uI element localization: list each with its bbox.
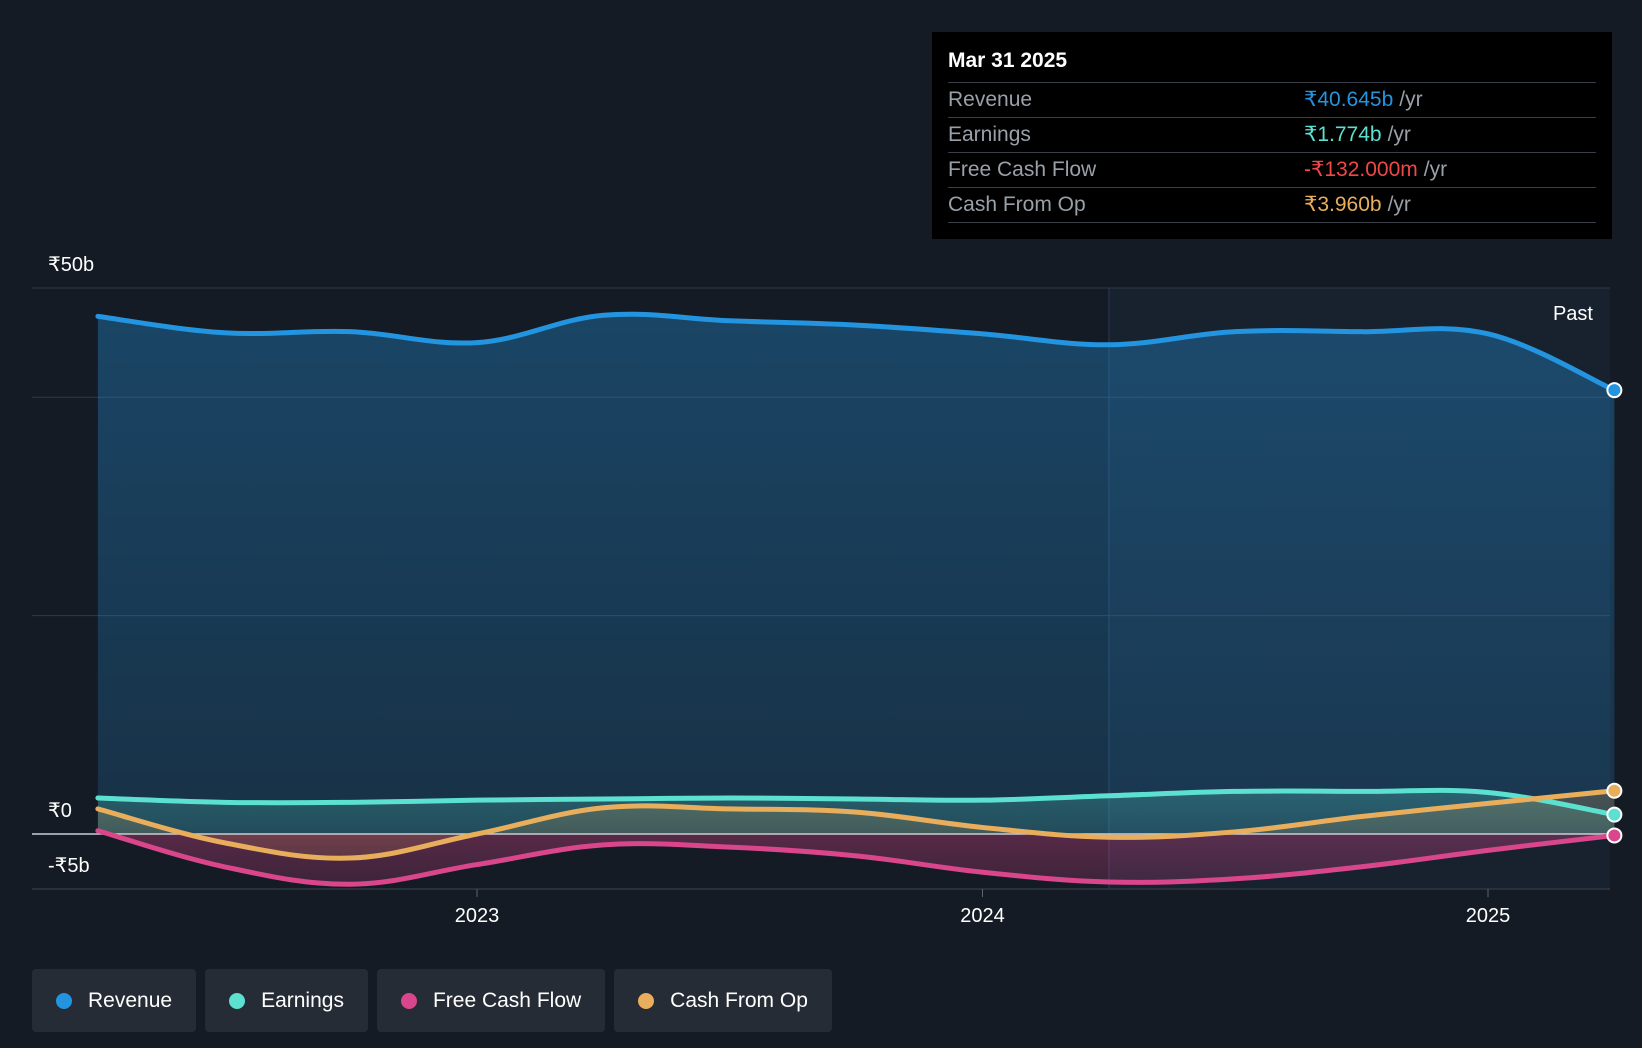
tooltip-label: Cash From Op [948,193,1086,216]
hover-tooltip: Mar 31 2025 Revenue ₹40.645b /yr Earning… [932,32,1612,239]
tooltip-label: Revenue [948,88,1033,111]
tooltip-unit: /yr [1423,158,1448,181]
legend-label: Cash From Op [670,988,808,1012]
x-tick-label: 2024 [960,905,1005,927]
legend-item-earnings[interactable]: Earnings [205,969,368,1032]
legend-dot-icon [229,992,246,1009]
legend-item-free-cash-flow[interactable]: Free Cash Flow [376,969,606,1032]
legend-label: Earnings [261,988,344,1012]
series-area-cash-from-op [97,790,1615,859]
tooltip-row-revenue: Revenue ₹40.645b /yr [948,83,1596,118]
tooltip-row-free-cash-flow: Free Cash Flow -₹132.000m /yr [948,153,1596,188]
series-line-free-cash-flow [95,828,1617,887]
tooltip-row-earnings: Earnings ₹1.774b /yr [948,118,1596,153]
series-area-free-cash-flow [97,830,1615,885]
past-label: Past [1553,303,1593,325]
series-end-point-free-cash-flow [1606,827,1623,844]
tooltip-value: ₹40.645b [1304,88,1394,111]
tooltip-value: ₹3.960b [1304,193,1382,216]
tooltip-label: Earnings [948,123,1031,146]
tooltip-row-cash-from-op: Cash From Op ₹3.960b /yr [948,188,1596,223]
series-line-revenue [95,311,1617,393]
series-end-point-cash-from-op [1606,782,1623,799]
tooltip-label: Free Cash Flow [948,158,1097,181]
legend-item-revenue[interactable]: Revenue [32,969,197,1032]
series-line-cash-from-op [95,788,1617,861]
legend-label: Revenue [88,988,173,1012]
legend-dot-icon [400,992,417,1009]
tooltip-value: -₹132.000m [1304,158,1418,181]
tooltip-unit: /yr [1387,123,1411,146]
legend-dot-icon [56,992,72,1009]
series-end-point-earnings [1606,806,1623,823]
tooltip-value: ₹1.774b [1304,123,1382,146]
y-tick-label: -₹5b [48,855,90,877]
chart-legend: Revenue Earnings Free Cash Flow Cash Fro… [32,969,832,1032]
series-end-point-revenue [1606,382,1623,399]
x-tick-label: 2025 [1466,905,1511,927]
tooltip-unit: /yr [1387,193,1411,216]
legend-dot-icon [638,992,655,1009]
x-tick-label: 2023 [455,905,500,927]
series-line-earnings [95,787,1617,818]
y-tick-label: ₹0 [48,800,72,822]
series-area-revenue [97,314,1615,834]
legend-item-cash-from-op[interactable]: Cash From Op [614,969,832,1032]
legend-label: Free Cash Flow [432,988,582,1012]
tooltip-unit: /yr [1399,88,1423,111]
y-tick-label: ₹50b [48,254,94,276]
tooltip-date: Mar 31 2025 [948,46,1596,83]
